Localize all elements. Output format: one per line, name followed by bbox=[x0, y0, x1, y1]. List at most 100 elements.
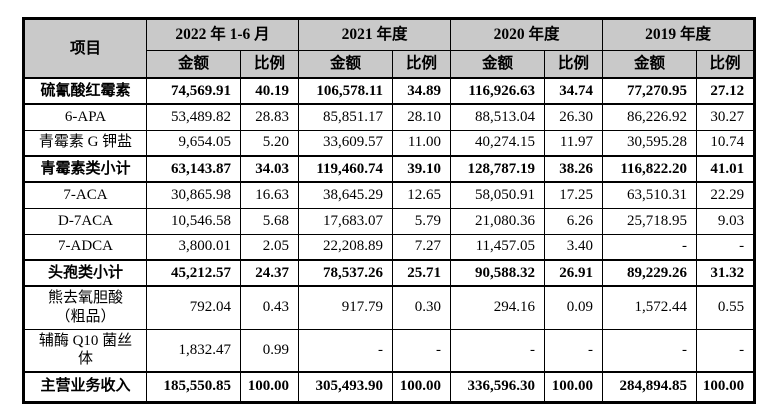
cell-ratio: 39.10 bbox=[392, 155, 452, 183]
col-header-period-2020: 2020 年度 bbox=[450, 18, 604, 51]
cell-ratio: 34.89 bbox=[392, 77, 452, 105]
cell-amount: 63,143.87 bbox=[146, 155, 241, 183]
subheader-amount-2019: 金额 bbox=[602, 50, 698, 79]
cell-ratio: 31.32 bbox=[696, 259, 756, 287]
cell-ratio: 34.03 bbox=[239, 155, 300, 183]
subheader-ratio-2022: 比例 bbox=[239, 50, 300, 79]
cell-ratio: 41.01 bbox=[696, 155, 756, 183]
cell-amount: 25,718.95 bbox=[602, 207, 698, 235]
cell-ratio: 3.40 bbox=[544, 233, 604, 261]
cell-amount: 185,550.85 bbox=[146, 371, 241, 403]
table-row: 辅酶 Q10 菌丝 体 1,832.47 0.99- - - - - - bbox=[23, 328, 756, 373]
subheader-amount-2021: 金额 bbox=[298, 50, 394, 79]
cell-amount: 17,683.07 bbox=[298, 207, 394, 235]
cell-amount: 77,270.95 bbox=[602, 77, 698, 105]
cell-ratio: 0.43 bbox=[239, 285, 300, 330]
cell-ratio: 12.65 bbox=[392, 181, 452, 209]
col-header-period-2021: 2021 年度 bbox=[298, 18, 452, 51]
table-row: 硫氰酸红霉素 74,569.91 40.19 106,578.11 34.89 116,9… bbox=[23, 77, 756, 105]
cell-amount: 294.16 bbox=[450, 285, 546, 330]
row-label: 青霉素类小计 bbox=[23, 155, 147, 183]
cell-ratio: 38.26 bbox=[544, 155, 604, 183]
cell-amount: 58,050.91 bbox=[450, 181, 546, 209]
row-label: 青霉素 G 钾盐 bbox=[23, 129, 147, 157]
cell-ratio: 10.74 bbox=[696, 129, 756, 157]
cell-amount: 336,596.30 bbox=[450, 371, 546, 403]
cell-ratio: 6.26 bbox=[544, 207, 604, 235]
col-header-item: 项目 bbox=[23, 18, 147, 79]
cell-ratio: 28.83 bbox=[239, 103, 300, 131]
cell-ratio: 24.37 bbox=[239, 259, 300, 287]
cell-amount: 917.79 bbox=[298, 285, 394, 330]
row-label: D-7ACA bbox=[23, 207, 147, 235]
cell-ratio: 28.10 bbox=[392, 103, 452, 131]
cell-ratio: - bbox=[392, 328, 452, 373]
cell-amount: 11,457.05 bbox=[450, 233, 546, 261]
cell-ratio: - bbox=[696, 233, 756, 261]
subheader-ratio-2020: 比例 bbox=[544, 50, 604, 79]
cell-amount: 284,894.85 bbox=[602, 371, 698, 403]
cell-amount: 63,510.31 bbox=[602, 181, 698, 209]
cell-ratio: 0.09 bbox=[544, 285, 604, 330]
cell-amount: 3,800.01 bbox=[146, 233, 241, 261]
table-body: 硫氰酸红霉素 74,569.91 40.19 106,578.11 34.89 116,9… bbox=[23, 77, 756, 403]
cell-ratio: 40.19 bbox=[239, 77, 300, 105]
cell-amount: 74,569.91 bbox=[146, 77, 241, 105]
cell-ratio: 22.29 bbox=[696, 181, 756, 209]
cell-ratio: - bbox=[696, 328, 756, 373]
main-revenue-table: 项目 2022 年 1-6 月 2021 年度 2020 年度 2019 年度 … bbox=[22, 17, 757, 404]
cell-ratio: 7.27 bbox=[392, 233, 452, 261]
cell-ratio: 100.00 bbox=[696, 371, 756, 403]
cell-ratio: 0.30 bbox=[392, 285, 452, 330]
cell-ratio: 27.12 bbox=[696, 77, 756, 105]
cell-amount: 305,493.90 bbox=[298, 371, 394, 403]
subheader-amount-2022: 金额 bbox=[146, 50, 241, 79]
cell-amount: - bbox=[450, 328, 546, 373]
cell-amount: 116,822.20 bbox=[602, 155, 698, 183]
cell-ratio: 34.74 bbox=[544, 77, 604, 105]
cell-amount: - bbox=[602, 328, 698, 373]
cell-ratio: 25.71 bbox=[392, 259, 452, 287]
cell-ratio: 26.91 bbox=[544, 259, 604, 287]
cell-amount: 30,595.28 bbox=[602, 129, 698, 157]
table-row: 7-ACA 30,865.98 16.63 38,645.29 12.65 58,050.… bbox=[23, 181, 756, 209]
cell-amount: 30,865.98 bbox=[146, 181, 241, 209]
cell-ratio: 100.00 bbox=[239, 371, 300, 403]
row-label: 7-ACA bbox=[23, 181, 147, 209]
cell-ratio: - bbox=[544, 328, 604, 373]
cell-ratio: 9.03 bbox=[696, 207, 756, 235]
cell-ratio: 5.79 bbox=[392, 207, 452, 235]
cell-amount: 22,208.89 bbox=[298, 233, 394, 261]
cell-amount: 78,537.26 bbox=[298, 259, 394, 287]
table-row: 7-ADCA 3,800.01 2.05 22,208.89 7.27 11,457.05… bbox=[23, 233, 756, 261]
cell-amount: 119,460.74 bbox=[298, 155, 394, 183]
cell-amount: - bbox=[298, 328, 394, 373]
subheader-ratio-2021: 比例 bbox=[392, 50, 452, 79]
subheader-ratio-2019: 比例 bbox=[696, 50, 756, 79]
cell-amount: 33,609.57 bbox=[298, 129, 394, 157]
cell-ratio: 0.99 bbox=[239, 328, 300, 373]
row-label: 硫氰酸红霉素 bbox=[23, 77, 147, 105]
table-row: 主营业务收入 185,550.85 100.00 305,493.90 100.00 33… bbox=[23, 371, 756, 403]
cell-amount: 10,546.58 bbox=[146, 207, 241, 235]
row-label: 辅酶 Q10 菌丝 体 bbox=[23, 328, 147, 373]
cell-amount: - bbox=[602, 233, 698, 261]
cell-amount: 1,572.44 bbox=[602, 285, 698, 330]
cell-amount: 40,274.15 bbox=[450, 129, 546, 157]
table-row: 头孢类小计 45,212.57 24.37 78,537.26 25.71 90,588.… bbox=[23, 259, 756, 287]
cell-amount: 128,787.19 bbox=[450, 155, 546, 183]
row-label: 熊去氧胆酸 （粗品） bbox=[23, 285, 147, 330]
table-row: 青霉素类小计 63,143.87 34.03 119,460.74 39.10 128,7… bbox=[23, 155, 756, 183]
cell-amount: 9,654.05 bbox=[146, 129, 241, 157]
cell-amount: 89,229.26 bbox=[602, 259, 698, 287]
cell-amount: 85,851.17 bbox=[298, 103, 394, 131]
cell-ratio: 26.30 bbox=[544, 103, 604, 131]
cell-amount: 38,645.29 bbox=[298, 181, 394, 209]
cell-ratio: 100.00 bbox=[392, 371, 452, 403]
table-row: D-7ACA 10,546.58 5.68 17,683.07 5.79 21,080.3… bbox=[23, 207, 756, 235]
row-label: 6-APA bbox=[23, 103, 147, 131]
cell-ratio: 17.25 bbox=[544, 181, 604, 209]
cell-amount: 21,080.36 bbox=[450, 207, 546, 235]
cell-ratio: 16.63 bbox=[239, 181, 300, 209]
row-label: 7-ADCA bbox=[23, 233, 147, 261]
